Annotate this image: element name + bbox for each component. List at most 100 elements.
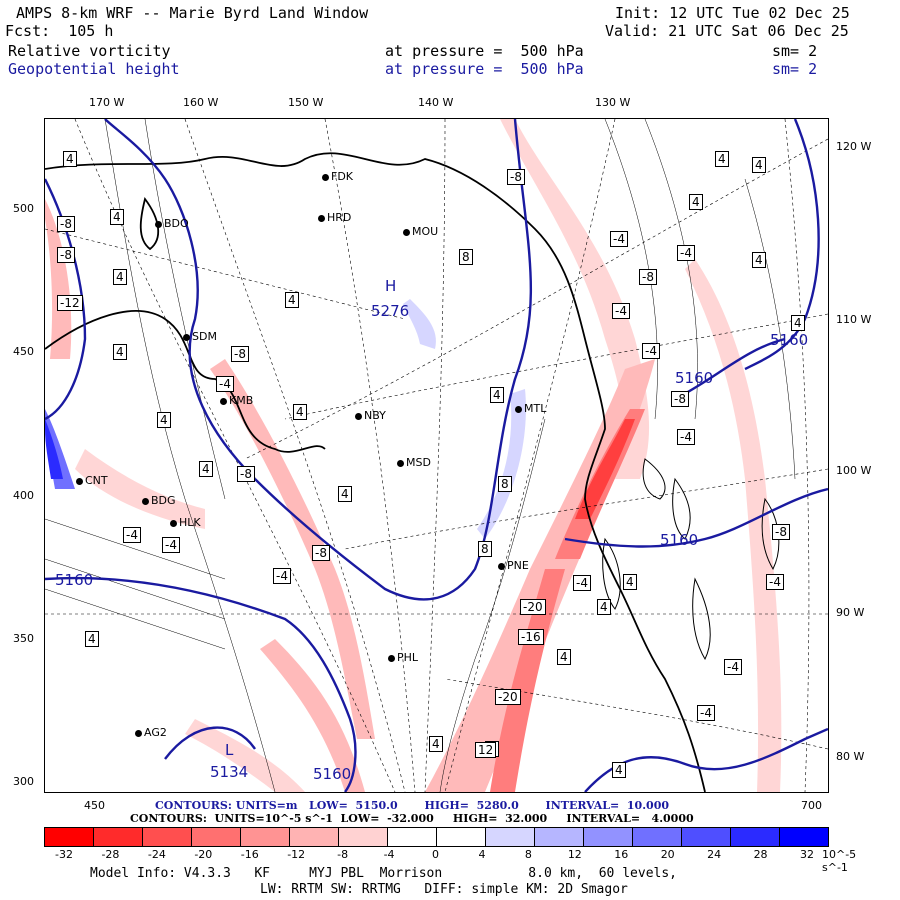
coastline [45, 152, 706, 792]
station-marker: PHL [388, 651, 418, 664]
positive-vorticity-shading [45, 299, 526, 539]
contour-label: -4 [216, 376, 234, 392]
colorbar-swatch [241, 828, 290, 846]
colorbar-tick-label: 8 [524, 848, 532, 861]
contour-label: -4 [610, 231, 628, 247]
contour-label: 4 [113, 269, 127, 285]
contour-label: -4 [677, 429, 695, 445]
station-marker: SDM [183, 330, 217, 343]
lon-label-top: 160 W [183, 96, 219, 109]
contour-label: -8 [57, 216, 75, 232]
colorbar-tick-label: -32 [55, 848, 73, 861]
y-axis-label: 400 [13, 489, 34, 502]
colorbar-tick-label: -24 [147, 848, 166, 861]
height-contour-label: 5160 [675, 369, 714, 387]
contour-label: 4 [338, 486, 352, 502]
colorbar-swatch [633, 828, 682, 846]
contour-label: -8 [671, 391, 689, 407]
colorbar-tick-label: -12 [287, 848, 306, 861]
field1-name: Relative vorticity [8, 42, 171, 60]
colorbar-units: 10^-5 s^-1 [822, 848, 857, 874]
colorbar-tick-label: 12 [567, 848, 582, 861]
model-info: Model Info: V4.3.3 KF MYJ PBL Morrison 8… [90, 866, 677, 881]
model-physics: LW: RRTM SW: RRTMG DIFF: simple KM: 2D S… [260, 882, 628, 897]
station-marker: MTL [515, 402, 546, 415]
colorbar-swatch [339, 828, 388, 846]
contour-label: 4 [293, 404, 307, 420]
contour-label: -4 [677, 245, 695, 261]
contour-label: 4 [429, 736, 443, 752]
colorbar-swatch [290, 828, 339, 846]
colorbar-tick-label: -8 [337, 848, 349, 861]
colorbar-swatch [143, 828, 192, 846]
colorbar-swatch [682, 828, 731, 846]
contour-label: 4 [597, 599, 611, 615]
station-marker: MSD [397, 456, 431, 469]
contour-label: 12 [475, 742, 497, 758]
y-axis-label: 300 [13, 775, 34, 788]
contour-label: -20 [495, 689, 521, 705]
colorbar-swatch [437, 828, 486, 846]
lon-label-right: 90 W [836, 606, 865, 619]
island-coast [602, 458, 780, 661]
colorbar-tick-label: 4 [478, 848, 486, 861]
colorbar-swatch [486, 828, 535, 846]
height-contour-label: 5160 [660, 531, 699, 549]
height-contour-label: 5160 [770, 331, 809, 349]
contour-label: 4 [157, 412, 171, 428]
lon-label-top: 170 W [89, 96, 125, 109]
contour-label: -8 [507, 169, 525, 185]
contour-label: 4 [110, 209, 124, 225]
colorbar-swatch [388, 828, 437, 846]
init-time: Init: 12 UTC Tue 02 Dec 25 [615, 4, 850, 22]
valid-time: Valid: 21 UTC Sat 06 Dec 25 [605, 22, 849, 40]
lon-label-right: 110 W [836, 313, 872, 326]
colorbar-swatch [535, 828, 584, 846]
station-marker: HLK [170, 516, 201, 529]
forecast-hour: Fcst: 105 h [5, 22, 114, 40]
low-pressure-value: 5134 [210, 763, 249, 781]
contour-label: -4 [573, 575, 591, 591]
lon-label-right: 80 W [836, 750, 865, 763]
contour-label: -20 [520, 599, 546, 615]
colorbar-tick-label: 32 [800, 848, 814, 861]
lon-label-right: 120 W [836, 140, 872, 153]
station-marker: MOU [403, 225, 438, 238]
contour-label: -4 [724, 659, 742, 675]
station-marker: KMB [220, 394, 253, 407]
geopotential-contours [45, 119, 828, 792]
station-marker: HRD [318, 211, 351, 224]
graticule [45, 119, 828, 792]
y-axis-label: 350 [13, 632, 34, 645]
x-axis-label: 700 [801, 799, 822, 812]
contour-label: 4 [623, 574, 637, 590]
lon-label-top: 130 W [595, 96, 631, 109]
colorbar-swatch [584, 828, 633, 846]
vorticity-contour-info: CONTOURS: UNITS=10^-5 s^-1 LOW= -32.000 … [130, 812, 694, 825]
contour-label: 8 [478, 541, 492, 557]
field2-smoothing: sm= 2 [772, 60, 818, 78]
colorbar-tick-label: 0 [432, 848, 439, 861]
contour-label: -12 [57, 295, 83, 311]
contour-label: -4 [766, 574, 784, 590]
colorbar-swatch [780, 828, 828, 846]
contour-label: 4 [490, 387, 504, 403]
station-marker: PNE [498, 559, 529, 572]
field1-level: at pressure = 500 hPa [385, 42, 584, 60]
contour-label: -4 [697, 705, 715, 721]
contour-label: 4 [557, 649, 571, 665]
contour-label: -8 [57, 247, 75, 263]
height-contour-label: 5160 [55, 571, 94, 589]
contour-label: 4 [85, 631, 99, 647]
colorbar-tick-label: -20 [194, 848, 213, 861]
y-axis-label: 500 [13, 202, 34, 215]
contour-label: 8 [459, 249, 473, 265]
chart-title: AMPS 8-km WRF -- Marie Byrd Land Window [16, 4, 369, 22]
lon-label-top: 140 W [418, 96, 454, 109]
contour-label: -4 [642, 343, 660, 359]
field2-name: Geopotential height [8, 60, 180, 78]
contour-label: -8 [237, 466, 255, 482]
contour-label: -4 [123, 527, 141, 543]
y-axis-label: 450 [13, 345, 34, 358]
station-marker: NBY [355, 409, 386, 422]
